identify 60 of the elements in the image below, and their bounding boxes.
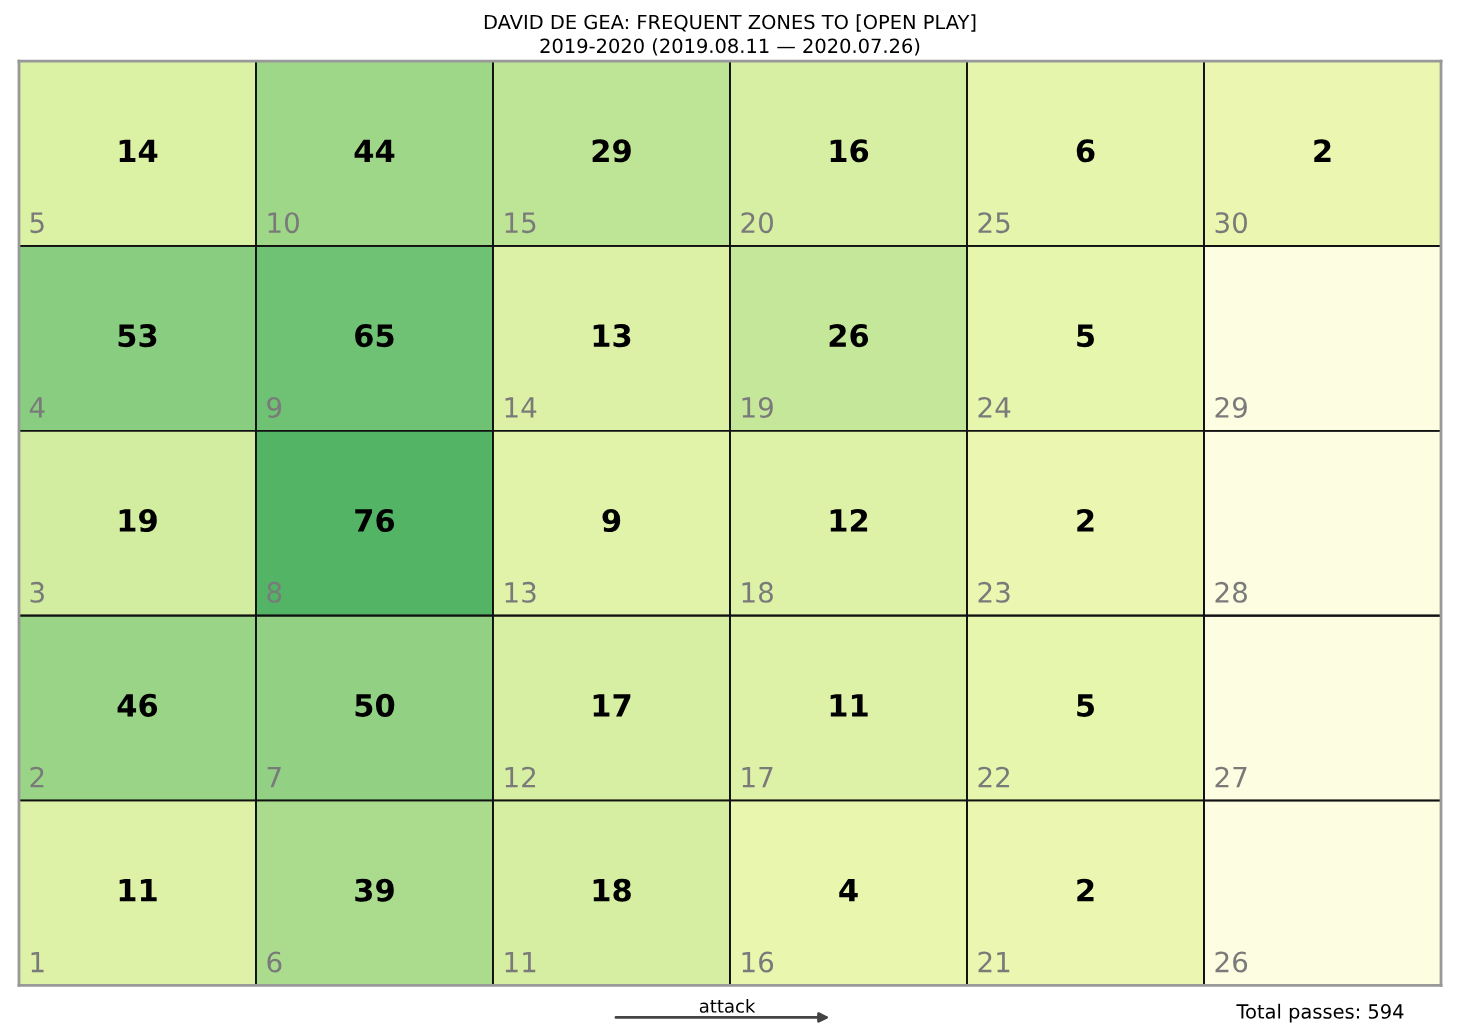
annotation: 22: [978, 766, 1010, 788]
data-label: 4: [839, 879, 858, 902]
data-label: 46: [117, 693, 158, 717]
chart-subtitle: 2019-2020 (2019.08.11 — 2020.07.26): [540, 38, 920, 56]
data-label: 5: [1077, 694, 1095, 717]
data-label: 2: [1077, 508, 1094, 532]
annotation: 16: [742, 951, 774, 973]
data-label: 50: [355, 693, 395, 717]
data-label: 76: [355, 508, 395, 533]
data-label: 18: [593, 878, 631, 902]
annotation: 21: [978, 951, 1010, 973]
annotation: 12: [505, 766, 536, 788]
data-label: 19: [119, 508, 157, 533]
data-label: 17: [593, 694, 631, 717]
data-label: 11: [830, 694, 868, 717]
data-label: 9: [602, 508, 621, 533]
data-label: 39: [355, 878, 394, 902]
annotation: 2: [30, 766, 44, 788]
data-label: 13: [593, 324, 631, 348]
annotation: 26: [1215, 951, 1248, 973]
data-label: 44: [354, 139, 395, 162]
text: attack: [699, 998, 756, 1013]
annotation: 30: [1215, 212, 1247, 234]
annotation: 24: [978, 396, 1011, 418]
annotation: 17: [742, 767, 773, 788]
annotation: 1: [31, 951, 44, 973]
annotation: 13: [505, 581, 536, 603]
annotation: 25: [978, 212, 1010, 234]
annotation: 8: [267, 581, 282, 603]
data-label: 26: [829, 324, 869, 348]
annotation: 19: [742, 396, 773, 418]
data-label: 16: [830, 139, 869, 163]
data-label: 65: [355, 324, 394, 348]
annotation: 3: [30, 581, 44, 603]
annotation: 27: [1215, 766, 1247, 788]
data-label: 53: [118, 324, 157, 348]
data-label: 12: [830, 508, 868, 532]
annotation: 10: [268, 212, 299, 234]
annotation: 6: [267, 951, 282, 973]
annotation: 5: [30, 212, 44, 234]
data-label: 2: [1314, 139, 1331, 162]
data-label: 5: [1077, 324, 1095, 348]
data-label: 14: [119, 139, 158, 162]
annotation: 9: [267, 396, 282, 418]
annotation: 15: [505, 212, 536, 234]
data-label: 2: [1077, 878, 1094, 902]
annotation: 4: [29, 397, 45, 418]
annotation: 20: [741, 212, 773, 234]
annotation: 29: [1215, 396, 1247, 418]
text: Total passes: 594: [1236, 1003, 1404, 1023]
data-label: 11: [119, 879, 157, 902]
annotation: 23: [978, 581, 1010, 603]
annotation: 28: [1215, 581, 1247, 603]
data-label: 29: [592, 139, 631, 163]
annotation: 14: [505, 397, 537, 418]
annotation: 18: [742, 581, 773, 603]
data-label: 6: [1076, 139, 1095, 163]
annotation: 11: [505, 951, 536, 973]
annotation: 7: [267, 767, 281, 788]
chart-title: DAVID DE GEA: FREQUENT ZONES TO [OPEN PLAY]: [484, 14, 976, 32]
